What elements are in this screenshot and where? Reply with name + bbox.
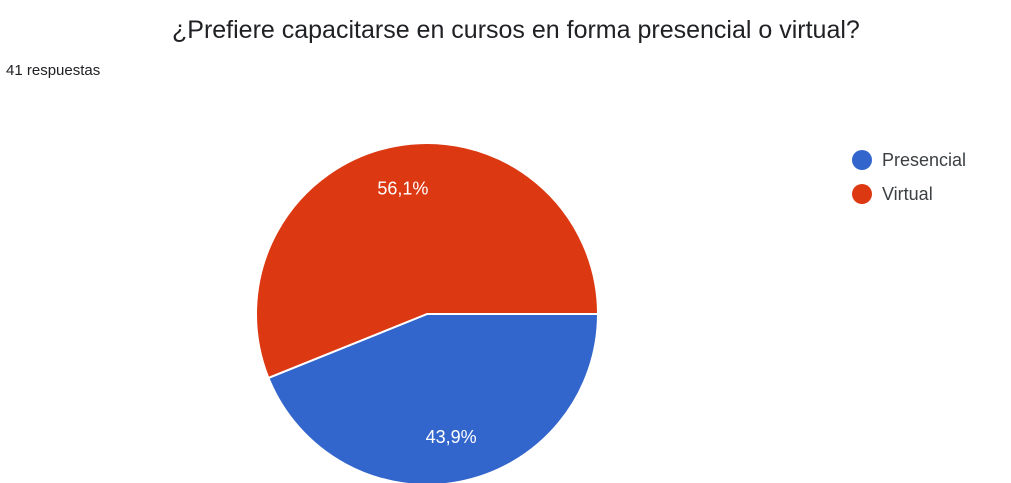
legend-item-presencial: Presencial [852,143,966,177]
legend-label: Virtual [882,183,933,204]
pie-slice-value-label: 43,9% [426,427,477,447]
pie-slice-presencial [267,313,599,483]
legend-item-virtual: Virtual [852,177,966,211]
legend-swatch [852,150,872,170]
legend: Presencial Virtual [852,143,966,211]
chart-title: ¿Prefiere capacitarse en cursos en forma… [172,16,860,44]
pie-slice-virtual [255,142,599,379]
response-count: 41 respuestas [6,62,101,79]
pie-slice-value-label: 56,1% [377,179,428,199]
legend-label: Presencial [882,149,967,170]
legend-swatch [852,184,872,204]
